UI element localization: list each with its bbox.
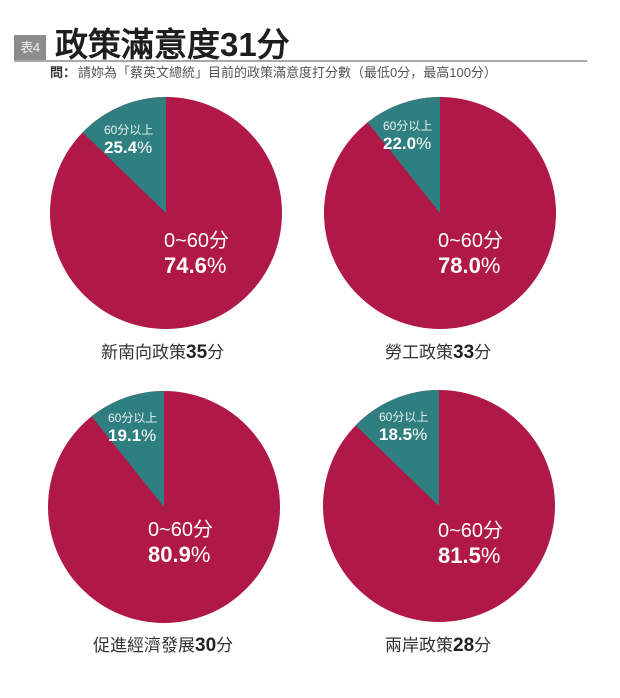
question-prefix: 問： xyxy=(50,65,77,80)
high-slice-label: 60分以上 22.0% xyxy=(383,119,432,155)
high-category: 60分以上 xyxy=(108,411,158,425)
pie-caption: 新南向政策35分 xyxy=(101,342,225,363)
low-slice-label: 0~60分 78.0% xyxy=(438,229,503,279)
high-value: 22.0% xyxy=(383,134,432,153)
pie-svg xyxy=(50,97,282,329)
pie-chart-new-southbound: 60分以上 25.4% 0~60分 74.6% xyxy=(46,93,286,333)
low-category: 0~60分 xyxy=(148,519,214,541)
high-slice-label: 60分以上 25.4% xyxy=(104,123,153,159)
pie-caption: 兩岸政策28分 xyxy=(385,635,492,656)
high-value: 25.4% xyxy=(104,138,153,157)
high-category: 60分以上 xyxy=(383,119,433,133)
low-category: 0~60分 xyxy=(438,520,504,542)
high-category: 60分以上 xyxy=(104,123,154,137)
high-value: 18.5% xyxy=(379,425,428,444)
low-slice-label: 0~60分 80.9% xyxy=(148,518,213,568)
pie-slice-high xyxy=(82,97,166,213)
pie-slice-high xyxy=(355,390,439,506)
high-value: 19.1% xyxy=(108,426,157,445)
low-category: 0~60分 xyxy=(164,230,230,252)
low-value: 81.5% xyxy=(438,543,501,568)
pie-slice-high xyxy=(91,391,164,507)
title-divider xyxy=(14,60,587,62)
pie-caption: 勞工政策33分 xyxy=(385,342,492,363)
table-number-badge: 表4 xyxy=(14,35,46,60)
pie-svg xyxy=(48,391,280,623)
pie-svg xyxy=(323,390,555,622)
pie-chart-labor: 60分以上 22.0% 0~60分 78.0% xyxy=(320,93,560,333)
low-category: 0~60分 xyxy=(438,230,504,252)
pie-caption: 促進經濟發展30分 xyxy=(93,635,234,656)
high-slice-label: 60分以上 19.1% xyxy=(108,411,157,447)
pie-chart-cross-strait: 60分以上 18.5% 0~60分 81.5% xyxy=(319,386,559,626)
low-value: 74.6% xyxy=(164,253,227,278)
pie-chart-economic-development: 60分以上 19.1% 0~60分 80.9% xyxy=(44,387,284,627)
low-value: 78.0% xyxy=(438,253,501,278)
high-category: 60分以上 xyxy=(379,410,429,424)
high-slice-label: 60分以上 18.5% xyxy=(379,410,428,446)
pie-svg xyxy=(324,97,556,329)
low-slice-label: 0~60分 81.5% xyxy=(438,519,503,569)
low-value: 80.9% xyxy=(148,542,211,567)
low-slice-label: 0~60分 74.6% xyxy=(164,229,229,279)
pie-slice-high xyxy=(367,97,440,213)
page-title: 政策滿意度31分 xyxy=(55,26,290,63)
question-text: 請妳為「蔡英文總統」目前的政策滿意度打分數（最低0分，最高100分） xyxy=(78,65,497,80)
survey-question: 問： 請妳為「蔡英文總統」目前的政策滿意度打分數（最低0分，最高100分） xyxy=(50,64,497,82)
